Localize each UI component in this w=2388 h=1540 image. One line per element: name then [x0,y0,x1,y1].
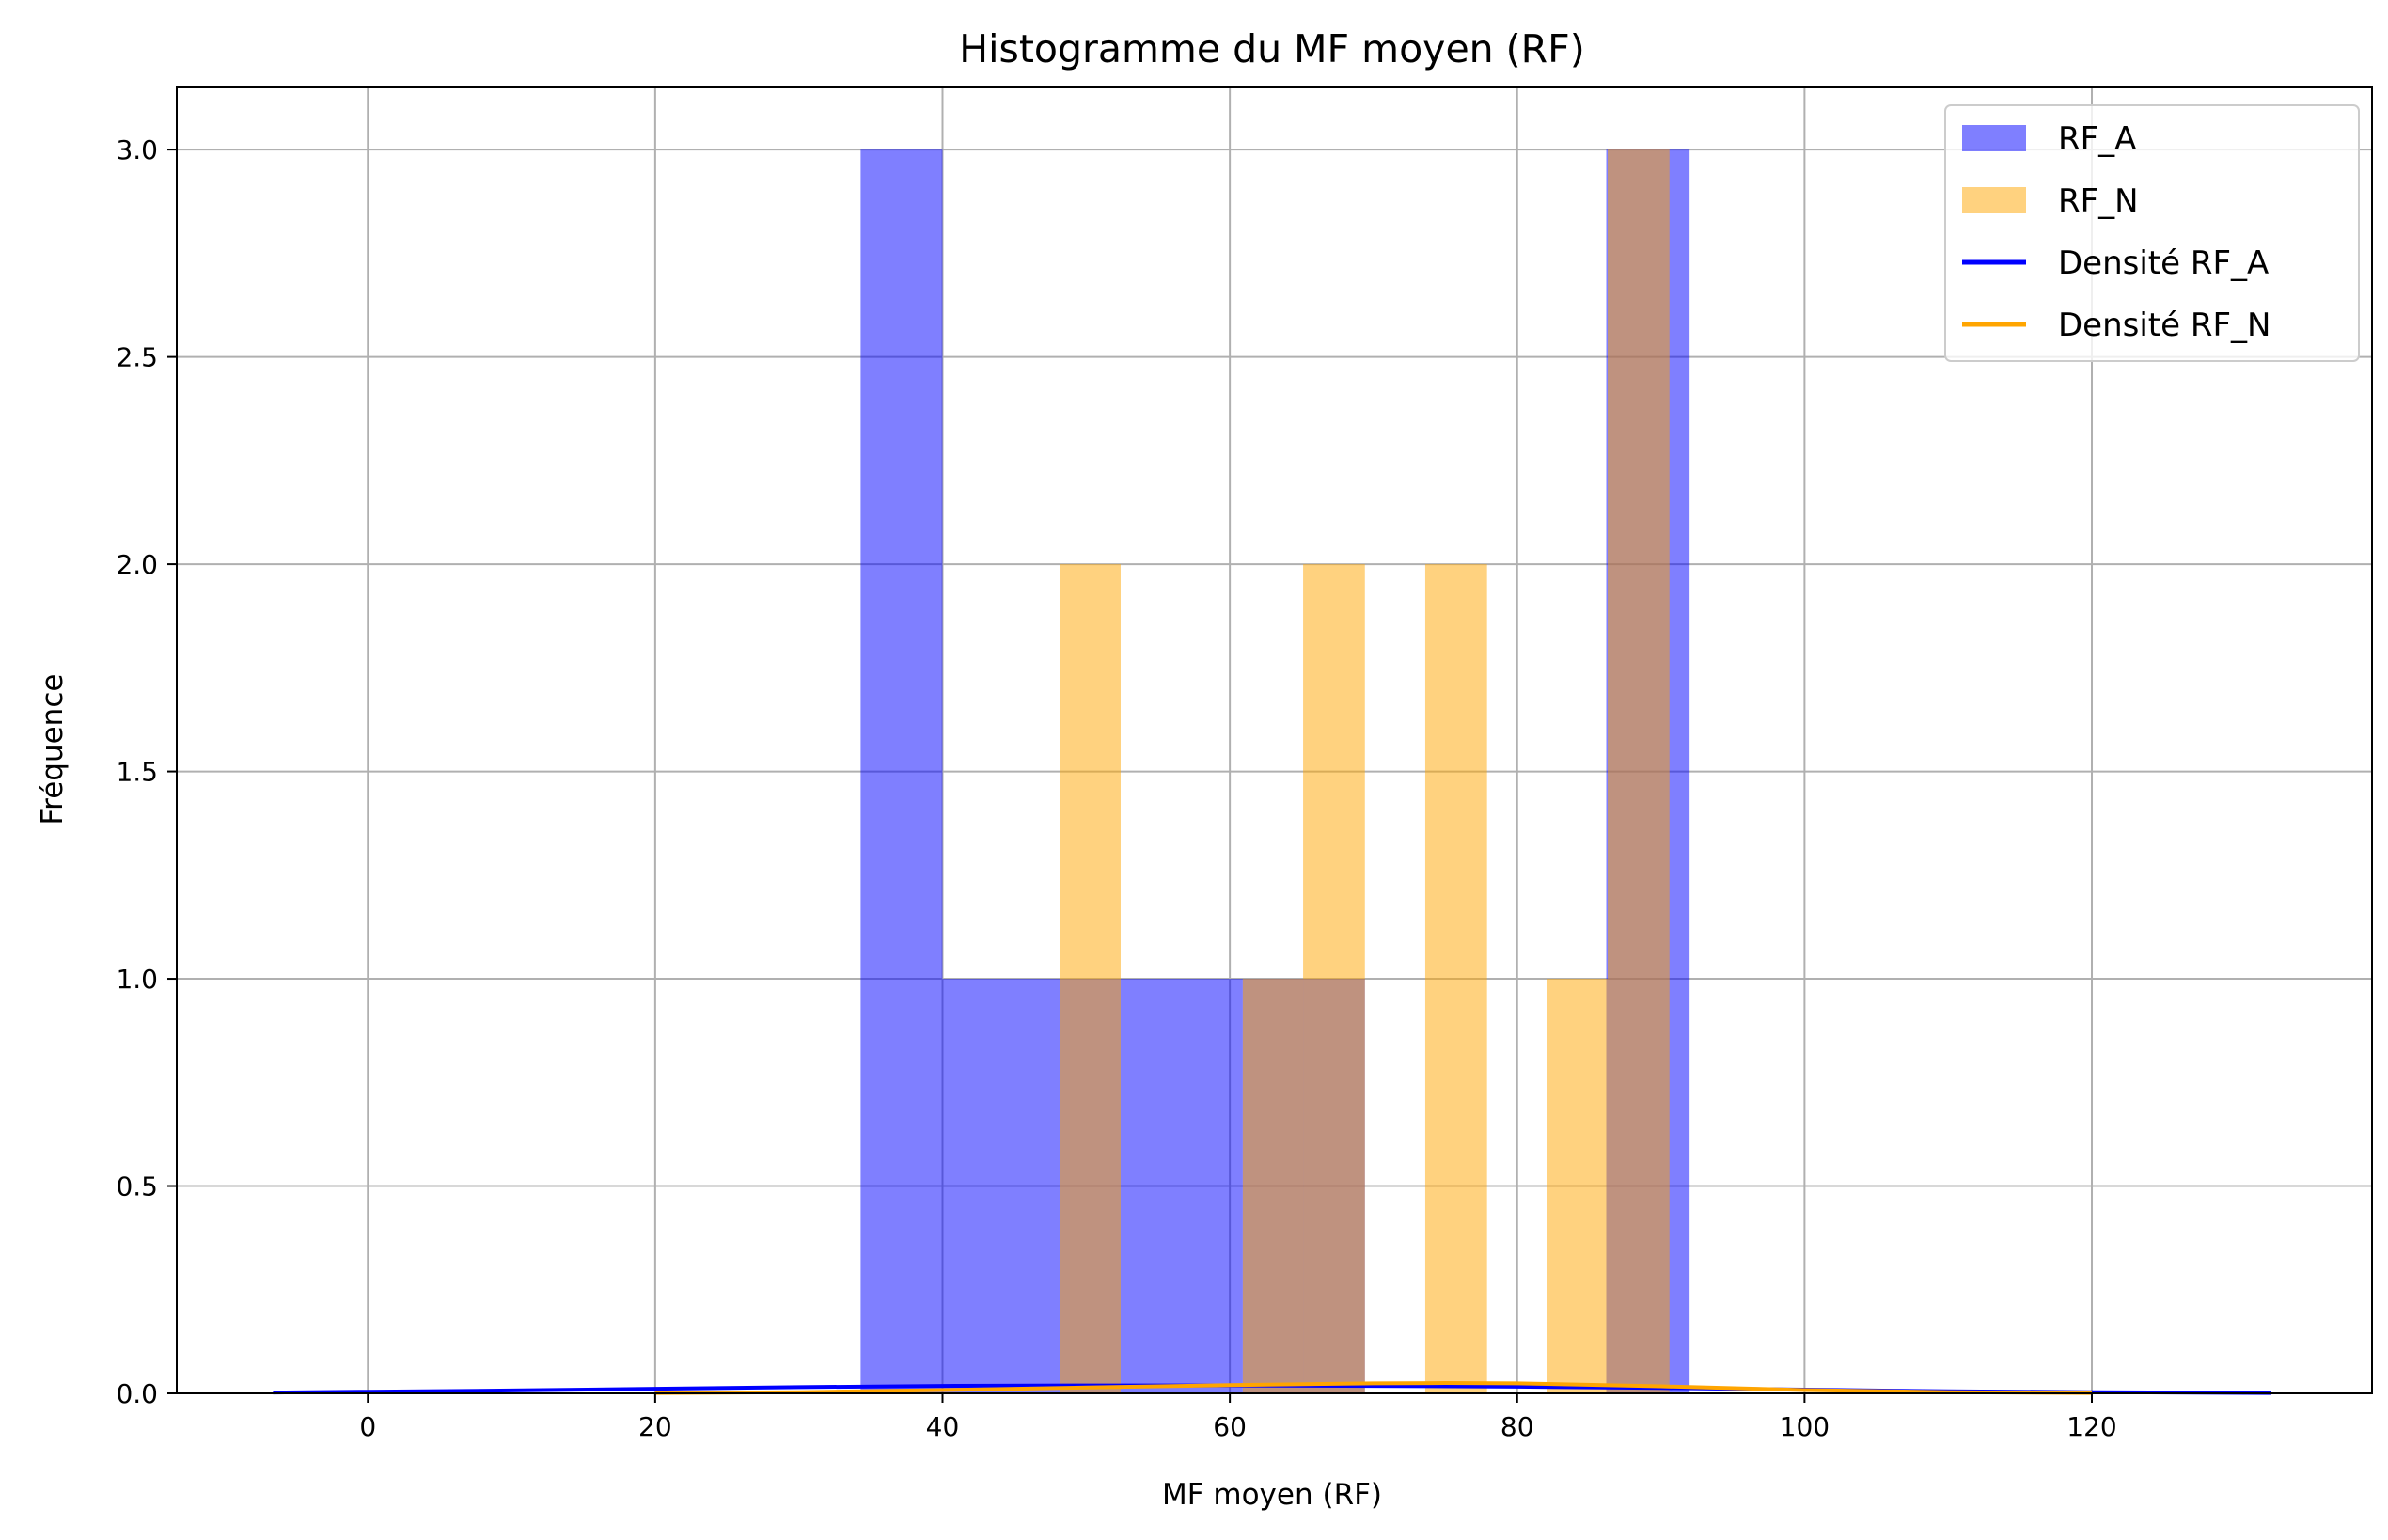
x-tick-label: 100 [1780,1411,1830,1442]
x-tick-label: 60 [1213,1411,1247,1442]
y-tick-label: 3.0 [116,134,158,165]
x-tick-label: 20 [638,1411,672,1442]
histogram-bar-rf-n [1547,979,1609,1393]
x-tick-label: 80 [1500,1411,1534,1442]
plot-area: 0 20 40 60 80 100 120 0.0 0.5 1.0 1.5 2.0 2.5 3.0 RF_A… [116,86,2373,1442]
legend-label: Densité RF_A [2058,244,2269,282]
y-tick-label: 0.5 [116,1171,158,1202]
density-line-densit-rf-n [654,1381,2093,1395]
legend-label: RF_N [2058,182,2139,220]
legend-label: RF_A [2058,120,2136,158]
histogram-bar-rf-n [1060,564,1121,1393]
histogram-bar-rf-a [942,979,1060,1393]
histogram-bar-rf-a [1120,979,1243,1393]
histogram-bar-rf-n [1608,149,1670,1394]
y-tick-label: 2.5 [116,342,158,373]
y-tick-label: 1.0 [116,964,158,995]
histogram-bar-rf-n [1424,564,1487,1393]
y-tick-label: 2.0 [116,549,158,580]
histogram-bar-rf-n [1242,979,1304,1393]
chart-title: Histogramme du MF moyen (RF) [959,26,1585,71]
legend-swatch-rf-a [1962,125,2026,151]
y-tick-label: 0.0 [116,1378,158,1409]
legend-label: Densité RF_N [2058,306,2270,344]
x-tick-label: 120 [2066,1411,2116,1442]
x-axis-title: MF moyen (RF) [1162,1478,1382,1512]
histogram-bar-rf-n [1303,564,1365,1393]
y-axis-title: Fréquence [36,674,70,825]
x-tick-label: 0 [359,1411,376,1442]
y-tick-label: 1.5 [116,757,158,788]
legend-box [1944,104,2360,362]
x-tick-label: 40 [926,1411,960,1442]
histogram-bar-rf-a [860,149,943,1394]
plot-frame [176,86,2373,1394]
legend-swatch-rf-n [1962,187,2026,213]
